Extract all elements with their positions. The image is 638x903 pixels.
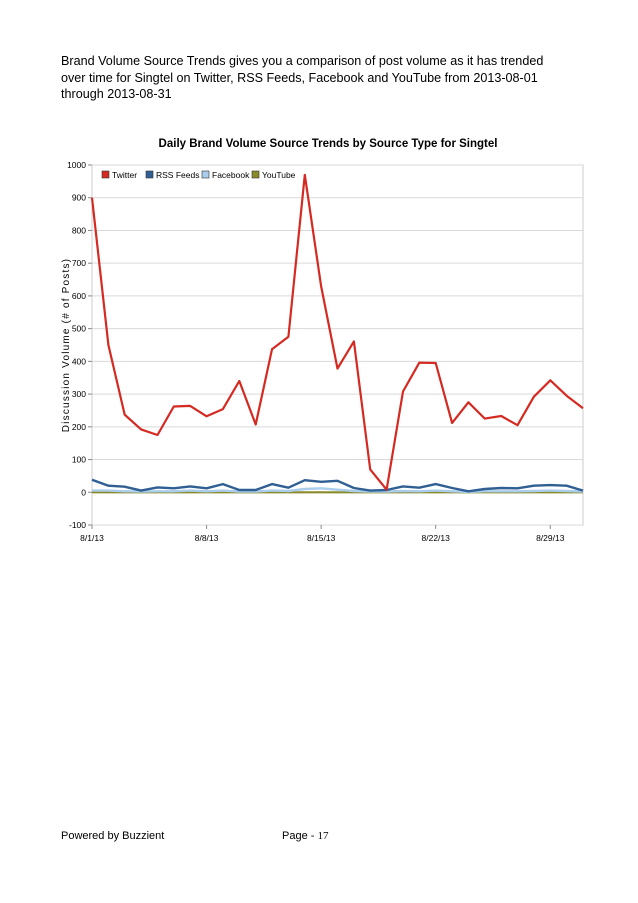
series-line-twitter: [90, 173, 584, 491]
chart-container: Daily Brand Volume Source Trends by Sour…: [61, 138, 584, 543]
y-tick-label: 900: [72, 193, 86, 203]
page-label: Page -: [282, 830, 318, 842]
series-lines: [90, 173, 584, 494]
footer-powered-by: Powered by Buzzient: [61, 830, 165, 842]
y-tick-label: 500: [72, 324, 86, 334]
legend-label-youtube: YouTube: [262, 170, 296, 180]
page-number: 17: [317, 830, 329, 842]
intro-paragraph: Brand Volume Source Trends gives you a c…: [61, 54, 544, 101]
chart-title: Daily Brand Volume Source Trends by Sour…: [159, 138, 498, 150]
legend-swatch-facebook: [201, 170, 210, 179]
x-tick-label: 8/8/13: [195, 533, 219, 543]
volume-trend-chart: Daily Brand Volume Source Trends by Sour…: [61, 138, 584, 543]
x-tick-label: 8/22/13: [422, 533, 451, 543]
legend-label-twitter: Twitter: [112, 170, 137, 180]
y-tick-label: 400: [72, 356, 86, 366]
series-line-facebook: [92, 487, 584, 494]
grid-lines: [88, 164, 584, 529]
plot-area: [91, 164, 584, 526]
y-tick-label: 100: [72, 455, 86, 465]
y-tick-labels: -100 0 100 200 300 400 500 600 700 800 900 1000: [67, 160, 86, 530]
x-tick-label: 8/15/13: [307, 533, 336, 543]
y-tick-label: 800: [72, 225, 86, 235]
legend-label-facebook: Facebook: [212, 170, 250, 180]
footer-page: Page - 17: [282, 830, 328, 842]
legend-swatch-youtube: [251, 170, 260, 179]
y-axis-label: Discussion Volume (# of Posts): [61, 258, 72, 432]
legend-swatch-rss-feeds: [145, 170, 154, 179]
legend-swatch-twitter: [101, 170, 110, 179]
series-line-rss-feeds: [91, 478, 584, 493]
y-tick-label: 0: [81, 487, 86, 497]
y-tick-label: 300: [72, 389, 86, 399]
x-tick-label: 8/29/13: [536, 533, 565, 543]
legend-label-rss-feeds: RSS Feeds: [156, 170, 199, 180]
y-tick-label: 1000: [67, 160, 86, 170]
y-tick-label: 600: [72, 291, 86, 301]
y-tick-label: 200: [72, 422, 86, 432]
y-tick-label: 700: [72, 258, 86, 268]
y-tick-label: -100: [69, 520, 86, 530]
x-tick-labels: 8/1/13 8/8/13 8/15/13 8/22/13 8/29/13: [80, 533, 565, 543]
chart-legend: Twitter RSS Feeds Facebook YouTube: [101, 170, 296, 180]
x-tick-label: 8/1/13: [80, 533, 104, 543]
